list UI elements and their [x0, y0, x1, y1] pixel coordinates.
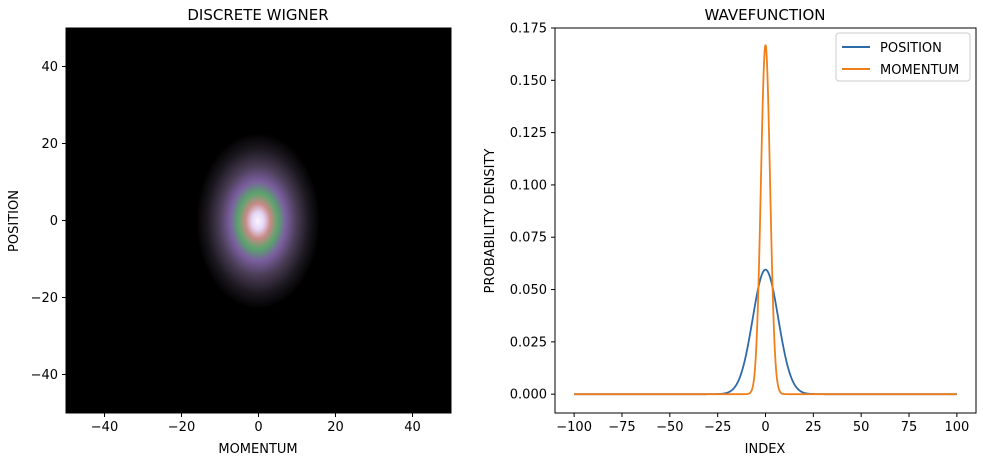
- wave-y-ticks: 0.000 0.025 0.050 0.075 0.100 0.125 0.150 0.175: [510, 22, 555, 403]
- legend-position-label: POSITION: [880, 41, 942, 56]
- wigner-x-tick-label: 40: [404, 420, 421, 435]
- wave-y-tick-label: 0.150: [510, 74, 547, 89]
- wigner-ylabel: POSITION: [7, 190, 22, 252]
- wigner-x-tick-label: −40: [91, 420, 118, 435]
- wave-x-tick-label: 75: [901, 420, 918, 435]
- wigner-title: DISCRETE WIGNER: [187, 6, 328, 24]
- wave-x-tick-label: 0: [761, 420, 769, 435]
- wave-x-tick-label: −100: [556, 420, 592, 435]
- wave-x-tick-label: −75: [608, 420, 635, 435]
- wave-x-ticks: −100 −75 −50 −25 0 25 50 75 100: [556, 413, 969, 435]
- legend-momentum-label: MOMENTUM: [880, 63, 959, 78]
- wigner-xlabel: MOMENTUM: [218, 442, 297, 457]
- wigner-x-tick-label: 20: [327, 420, 344, 435]
- wavefunction-panel: WAVEFUNCTION −100 −75 −50 −25 0 25 50 75 100 0.0…: [483, 6, 977, 457]
- wave-y-tick-label: 0.100: [510, 178, 547, 193]
- wigner-y-tick-label: 0: [50, 214, 58, 229]
- series-line-momentum: [574, 44, 957, 396]
- wave-x-tick-label: 25: [805, 420, 822, 435]
- wigner-y-ticks: −40 −20 0 20 40: [31, 60, 66, 383]
- wigner-x-tick-label: −20: [168, 420, 195, 435]
- wave-y-tick-label: 0.025: [510, 335, 547, 350]
- wigner-y-tick-label: −40: [31, 368, 58, 383]
- wigner-distribution: [196, 133, 320, 309]
- wave-y-tick-label: 0.125: [510, 126, 547, 141]
- wigner-panel: DISCRETE WIGNER −40 −20 0 20 40 −40−2002040 …: [7, 6, 452, 457]
- wave-ylabel: PROBABILITY DENSITY: [483, 149, 498, 294]
- wigner-x-ticks: −40 −20 0 20 40: [91, 413, 421, 435]
- wave-y-tick-label: 0.175: [510, 22, 547, 37]
- wigner-x-tick-label: 0: [254, 420, 262, 435]
- wave-legend: POSITION MOMENTUM: [835, 32, 971, 82]
- wigner-y-tick-label: −20: [31, 291, 58, 306]
- wave-title: WAVEFUNCTION: [705, 6, 826, 24]
- wave-y-tick-label: 0.075: [510, 231, 547, 246]
- wave-plot-area: [554, 27, 977, 414]
- wave-y-tick-label: 0.000: [510, 388, 547, 403]
- wigner-y-tick-label: 40: [41, 60, 58, 75]
- wave-x-tick-label: −25: [704, 420, 731, 435]
- wave-x-tick-label: 100: [944, 420, 969, 435]
- wave-xlabel: INDEX: [745, 442, 786, 457]
- wave-y-tick-label: 0.050: [510, 283, 547, 298]
- wave-x-tick-label: −50: [656, 420, 683, 435]
- wave-lines: [574, 44, 957, 396]
- wigner-y-tick-label: 20: [41, 137, 58, 152]
- wave-x-tick-label: 50: [853, 420, 870, 435]
